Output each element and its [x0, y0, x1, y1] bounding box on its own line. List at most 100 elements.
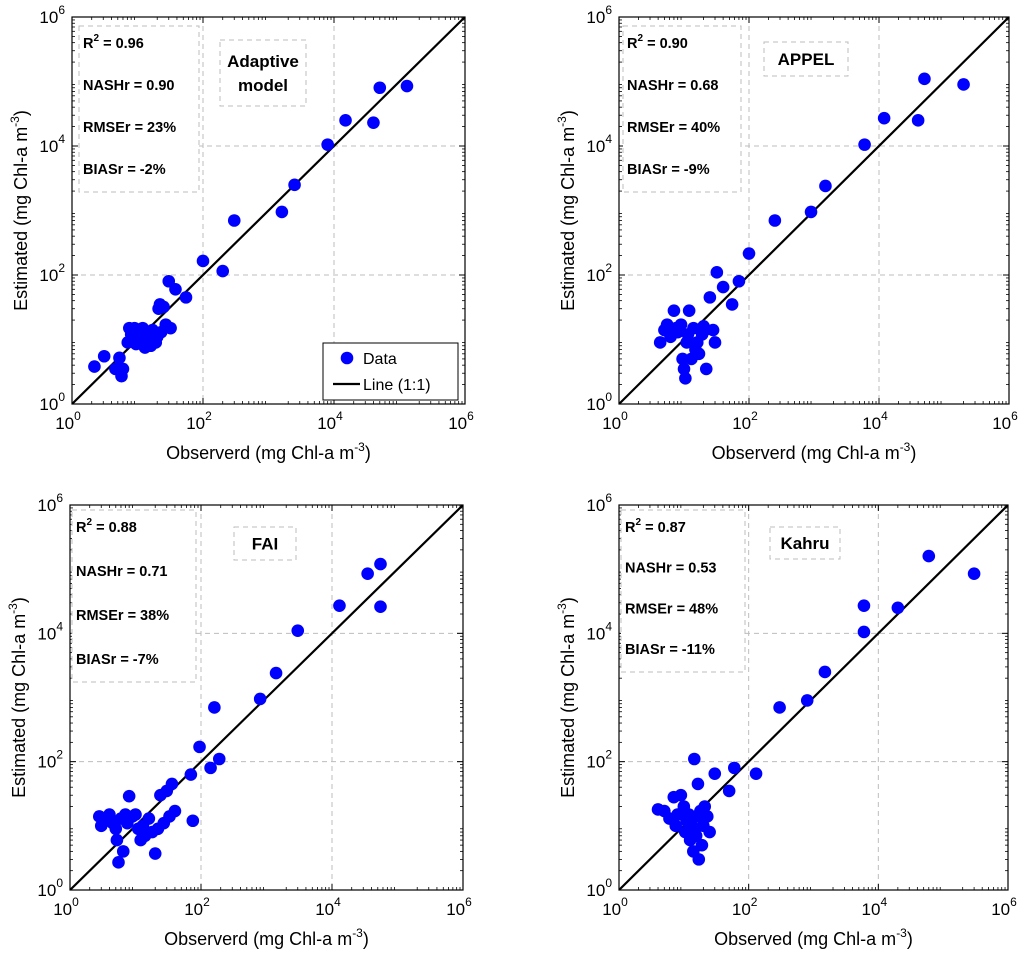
data-point — [749, 767, 763, 780]
stats-box — [620, 509, 746, 673]
data-point — [967, 567, 981, 580]
y-tick-label: 102 — [586, 748, 612, 772]
data-point — [116, 845, 130, 858]
stat-4: BIASr = -2% — [83, 162, 166, 178]
legend-data-marker — [340, 351, 354, 365]
data-point — [698, 800, 712, 813]
data-point — [169, 283, 182, 296]
stats-box — [622, 25, 742, 193]
data-point — [374, 600, 387, 614]
y-tick-label: 104 — [39, 132, 65, 156]
x-tick-label: 106 — [448, 409, 474, 433]
data-point — [695, 838, 709, 852]
y-axis-label: Estimated (mg Chl-a m-3) — [555, 597, 578, 798]
data-point — [291, 624, 305, 637]
data-point — [129, 808, 142, 821]
y-axis-label: Estimated (mg Chl-a m-3) — [8, 110, 31, 311]
x-tick-label: 100 — [55, 409, 81, 433]
data-point — [184, 768, 198, 781]
data-point — [122, 789, 136, 803]
stat-4: BIASr = -9% — [627, 162, 710, 178]
title-box — [763, 41, 849, 77]
x-tick-label: 106 — [991, 895, 1017, 919]
data-point — [679, 372, 692, 385]
data-point — [773, 701, 786, 714]
data-point — [400, 79, 414, 93]
data-point — [148, 847, 162, 860]
data-point — [725, 298, 739, 311]
data-point — [677, 362, 691, 376]
axes-frame — [69, 504, 464, 891]
data-point — [97, 349, 111, 363]
data-point — [692, 347, 706, 361]
data-point — [708, 336, 722, 349]
data-point — [288, 178, 301, 192]
data-point — [339, 114, 352, 127]
data-point — [687, 752, 701, 766]
legend-label-line: Line (1:1) — [363, 377, 431, 394]
y-tick-label: 106 — [39, 3, 65, 27]
data-point — [691, 777, 705, 791]
stat-4: BIASr = -11% — [625, 642, 715, 658]
stat-4: BIASr = -7% — [76, 652, 159, 668]
stat-3: RMSEr = 48% — [625, 601, 718, 617]
stat-2: NASHr = 0.68 — [627, 78, 718, 94]
stat-3: RMSEr = 38% — [76, 608, 169, 624]
x-tick-label: 106 — [992, 409, 1018, 433]
x-tick-label: 100 — [53, 895, 79, 919]
data-point — [891, 601, 905, 615]
x-tick-label: 100 — [602, 409, 628, 433]
data-point — [727, 761, 741, 775]
data-point — [732, 274, 746, 288]
data-point — [674, 318, 688, 331]
x-tick-label: 102 — [732, 409, 758, 433]
x-tick-label: 104 — [315, 895, 341, 919]
data-point — [858, 138, 871, 151]
x-axis-label: Observed (mg Chl-a m-3) — [714, 926, 913, 949]
data-point — [674, 788, 688, 802]
data-point — [116, 362, 130, 376]
data-point — [922, 549, 936, 563]
data-point — [212, 752, 226, 766]
axes-frame — [618, 16, 1010, 405]
data-point — [165, 777, 179, 791]
y-tick-label: 104 — [586, 132, 612, 156]
stat-2: NASHr = 0.53 — [625, 561, 716, 577]
data-point — [253, 692, 267, 706]
data-point — [819, 179, 832, 193]
data-point — [142, 812, 156, 825]
stat-3: RMSEr = 40% — [627, 120, 720, 136]
stat-2: NASHr = 0.71 — [76, 564, 167, 580]
data-point — [164, 321, 177, 335]
data-point — [676, 352, 689, 366]
y-tick-label: 102 — [37, 748, 63, 772]
data-point — [321, 138, 334, 151]
data-point — [196, 254, 210, 268]
data-point — [109, 822, 123, 836]
title-box — [219, 39, 307, 107]
data-point — [208, 701, 221, 714]
y-tick-label: 104 — [586, 619, 612, 643]
legend-label-data: Data — [363, 351, 397, 368]
stat-1: R2 = 0.87 — [625, 517, 686, 536]
data-point — [800, 694, 814, 707]
axes-frame — [618, 504, 1009, 891]
x-tick-label: 102 — [732, 895, 758, 919]
data-point — [269, 666, 283, 680]
stats-box — [71, 509, 197, 683]
data-point — [373, 81, 387, 95]
y-axis-label: Estimated (mg Chl-a m-3) — [555, 110, 578, 311]
x-tick-label: 104 — [862, 409, 888, 433]
data-point — [689, 829, 703, 843]
data-point — [361, 567, 374, 580]
data-point — [227, 214, 241, 227]
stat-1: R2 = 0.88 — [76, 517, 137, 536]
data-point — [957, 78, 970, 91]
x-tick-label: 104 — [862, 895, 888, 919]
y-tick-label: 100 — [586, 390, 612, 414]
data-point — [193, 740, 206, 754]
